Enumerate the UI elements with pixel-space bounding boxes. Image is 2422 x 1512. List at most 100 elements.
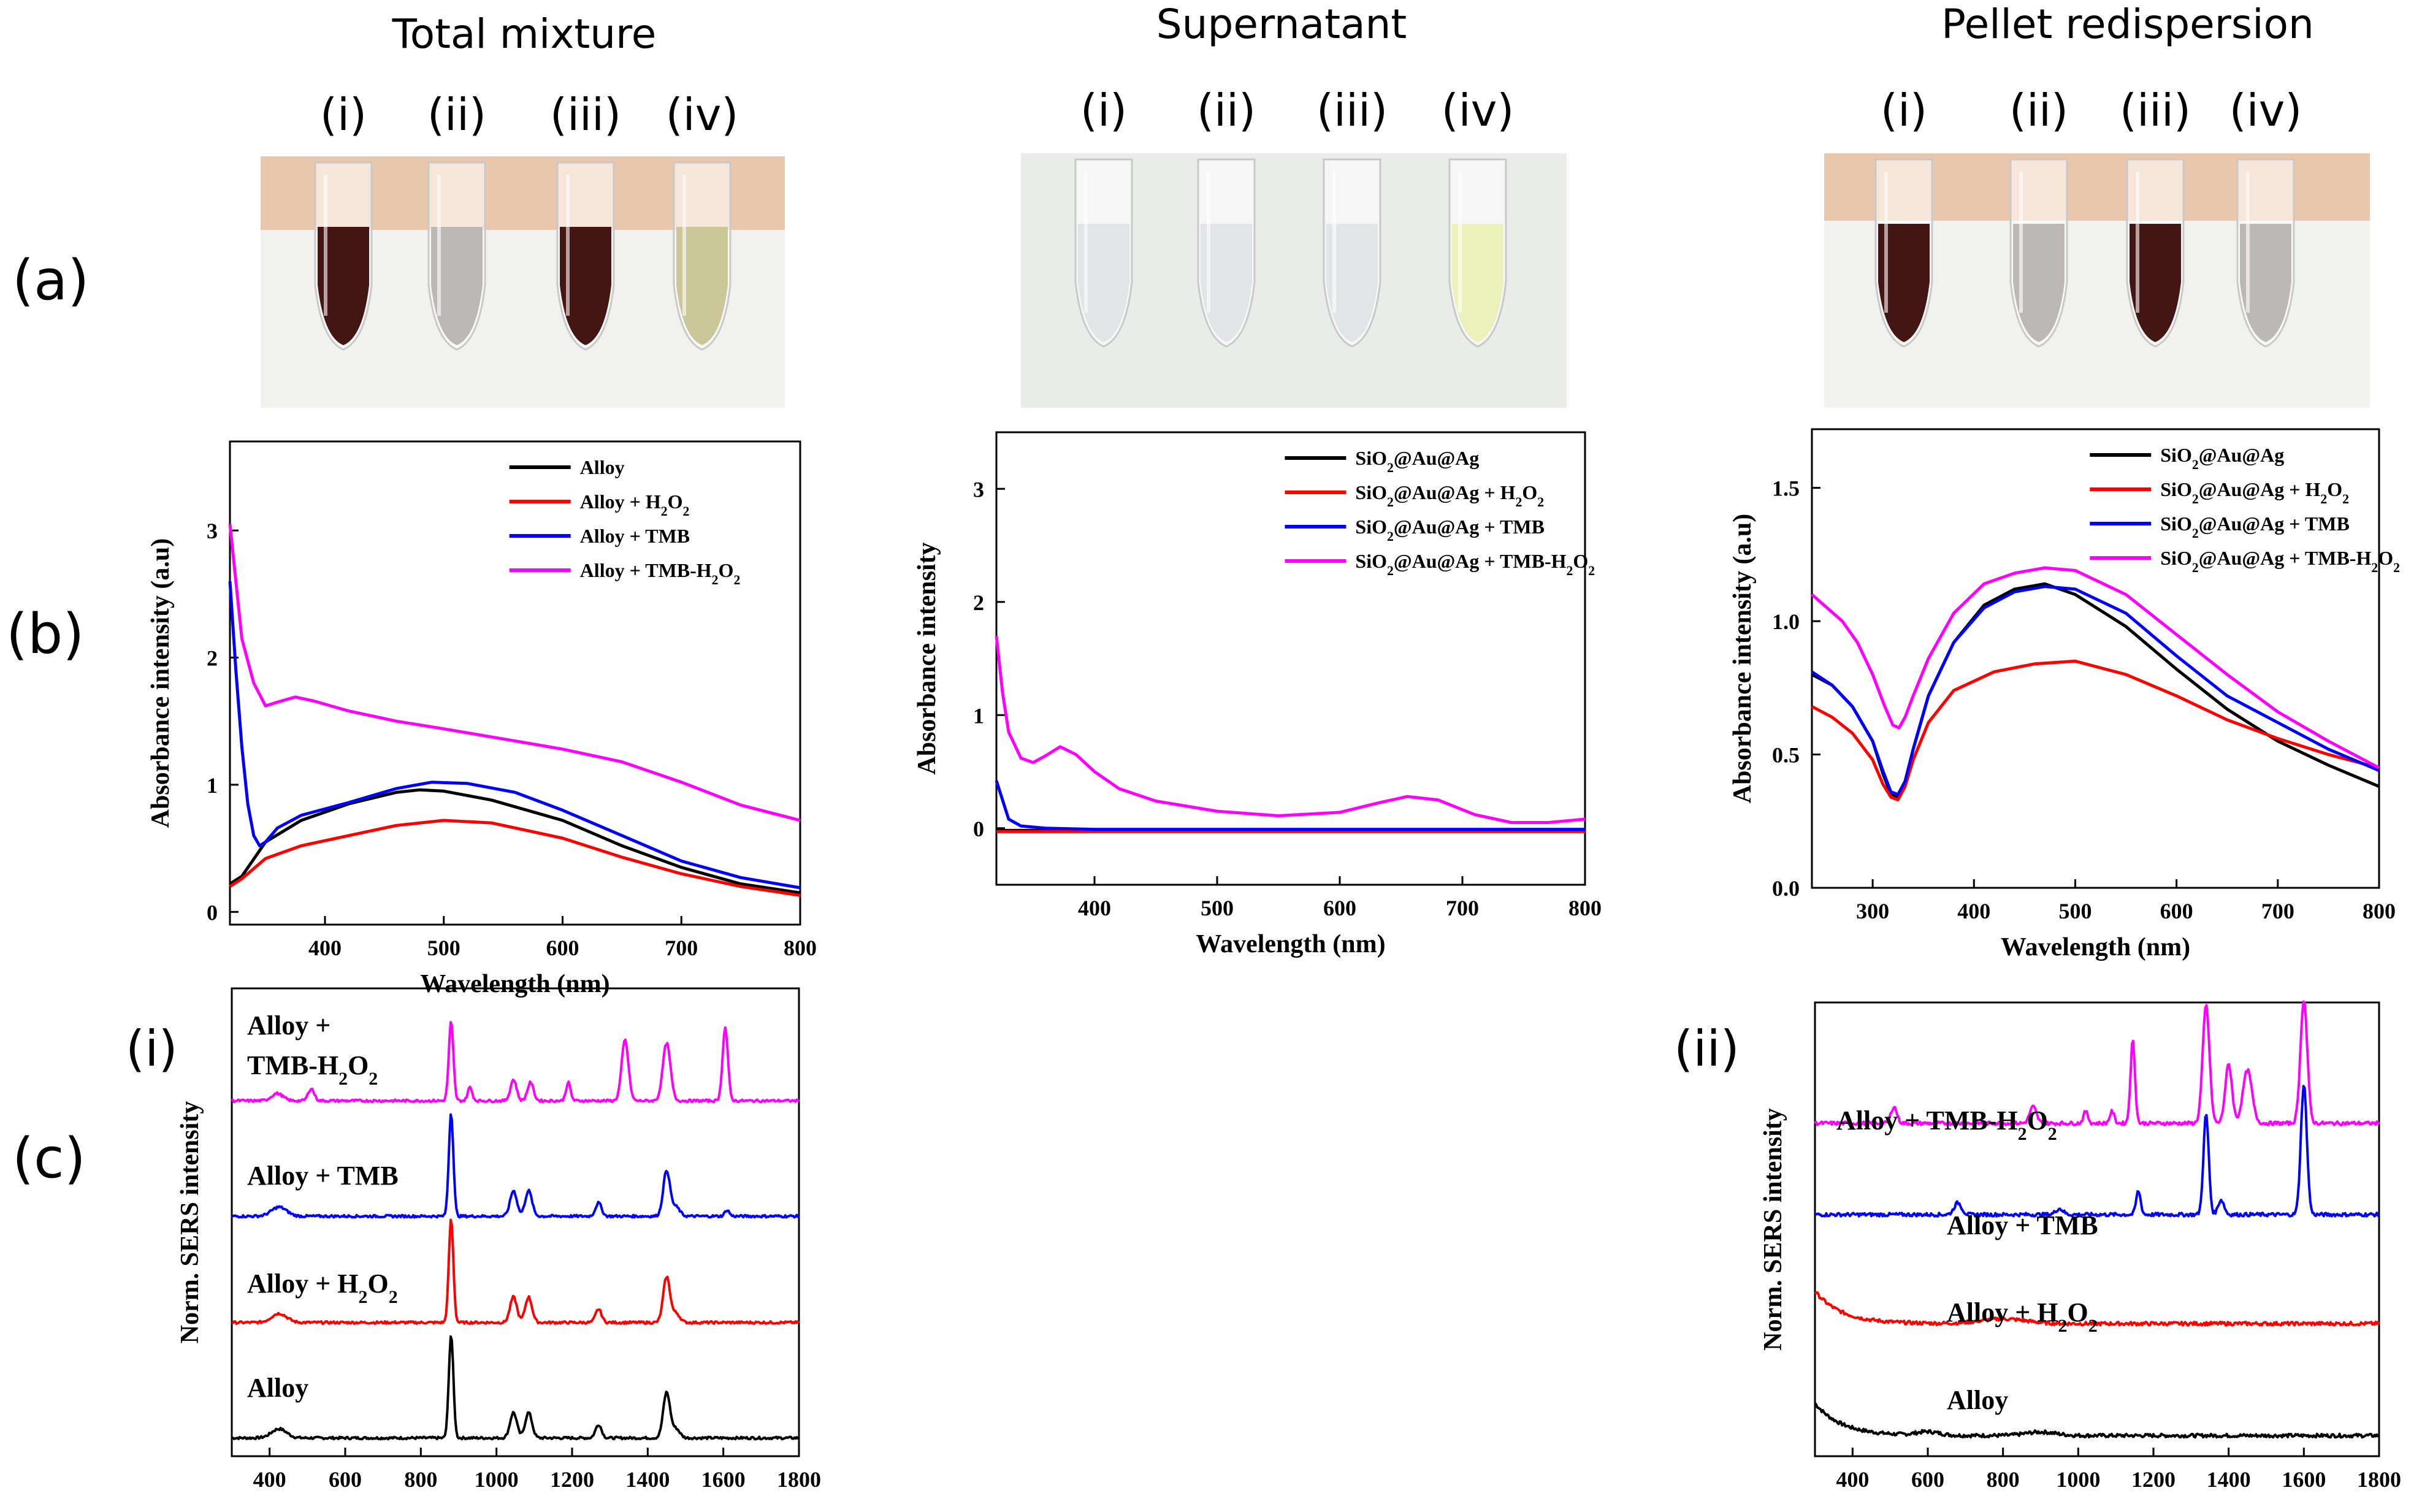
tube	[1874, 158, 1933, 348]
tube-liquid	[676, 227, 728, 345]
x-axis-label: Wavelength (nm)	[1196, 930, 1385, 958]
photo-total-mixture	[261, 156, 785, 408]
series-line	[229, 788, 801, 895]
chart-absorbance-total: 400 500 600 700 800 0 1 2 3 Wavelength (nm) Absorb…	[147, 440, 817, 998]
spectrum-label: Alloy	[1947, 1385, 2008, 1415]
tube-highlight	[2019, 172, 2023, 313]
tube-label: (ii)	[427, 89, 486, 140]
x-tick-label: 600	[2160, 899, 2193, 923]
spectrum-line	[231, 1021, 800, 1104]
tube-labels-supernatant: (i) (ii) (iii) (iv)	[1080, 85, 1514, 136]
x-tick-label: 400	[308, 936, 342, 960]
x-tick-label: 1200	[550, 1467, 594, 1492]
legend-label: SiO2@Au@Ag	[1355, 447, 1479, 475]
spectrum-label: Alloy + TMB	[247, 1161, 399, 1191]
tube-highlight	[1332, 172, 1336, 313]
tube-liquid	[1201, 224, 1252, 342]
tube-label: (iii)	[2120, 85, 2191, 136]
photo-pellet-redispersion	[1824, 153, 2370, 408]
chart-absorbance-pellet: 300 400 500 600 700 800 0.0 0.5 1.0 1.5 Wavelength…	[1729, 428, 2400, 961]
x-tick-label: 600	[329, 1467, 362, 1492]
tube	[1323, 158, 1381, 348]
x-tick-label: 600	[1323, 896, 1356, 920]
x-tick-label: 500	[2058, 899, 2092, 923]
tube-label: (ii)	[2009, 85, 2068, 136]
chart-sers-total: 400 600 800 1000 1200 1400 1600 1800 Norm. SERS …	[176, 987, 821, 1492]
series-line	[1811, 582, 2380, 799]
sublabel-c-i: (i)	[126, 1020, 178, 1077]
y-tick-label: 2	[207, 646, 218, 671]
y-axis-label: Absorbance intensity (a.u)	[147, 538, 175, 828]
series-line	[995, 780, 1585, 831]
x-tick-label: 800	[1568, 896, 1602, 920]
x-tick-label: 800	[2363, 899, 2396, 923]
tube-label: (iv)	[1442, 85, 1515, 136]
legend-label: Alloy + H2O2	[580, 491, 690, 519]
spectrum-line	[1814, 1291, 2380, 1327]
plot-frame	[1811, 428, 2380, 889]
chart-absorbance-supernatant: 400 500 600 700 800 0 1 2 3 Wavelength (nm) Absorb…	[913, 431, 1602, 958]
legend-label: SiO2@Au@Ag + H2O2	[1355, 481, 1544, 510]
y-tick-label: 3	[973, 477, 984, 502]
x-tick-label: 1000	[2056, 1467, 2100, 1492]
tube-liquid	[2013, 224, 2065, 342]
tube	[556, 161, 615, 351]
tube-label: (i)	[1881, 85, 1927, 136]
tube-highlight	[566, 175, 570, 316]
legend-label: Alloy + TMB-H2O2	[580, 559, 741, 587]
spectrum-label: Alloy + H2O2	[1947, 1297, 2098, 1336]
tube-liquid	[1878, 224, 1930, 342]
y-axis-label: Absorbance intensity	[913, 542, 941, 774]
spectrum-line	[1814, 1085, 2380, 1218]
tube-highlight	[1884, 172, 1888, 313]
tube	[427, 161, 486, 351]
tube-liquid	[1326, 224, 1378, 342]
tube-liquid	[560, 227, 611, 345]
x-tick-label: 1400	[625, 1467, 670, 1492]
x-tick-label: 500	[427, 936, 460, 960]
legend-label: SiO2@Au@Ag + TMB-H2O2	[2160, 547, 2400, 575]
tube-label: (iv)	[2229, 85, 2302, 136]
x-tick-label: 800	[404, 1467, 437, 1492]
tube	[2126, 158, 2185, 348]
series-line	[1811, 566, 2380, 769]
x-tick-label: 1600	[2282, 1467, 2326, 1492]
plot-frame	[1814, 1001, 2380, 1457]
tube-label: (ii)	[1197, 85, 1256, 136]
x-tick-label: 400	[1957, 899, 1990, 923]
legend-label: SiO2@Au@Ag + TMB	[1355, 516, 1545, 544]
tube-label: (iii)	[550, 89, 621, 140]
legend-label: SiO2@Au@Ag	[2160, 444, 2284, 472]
spectrum-line	[231, 1113, 800, 1219]
tube-liquid	[1452, 224, 1503, 342]
x-tick-label: 800	[1987, 1467, 2020, 1492]
x-tick-label: 500	[1201, 896, 1234, 920]
series-line	[995, 635, 1586, 824]
tube	[1448, 158, 1507, 348]
x-tick-label: 400	[253, 1467, 286, 1492]
tube	[1074, 158, 1133, 348]
y-tick-label: 2	[973, 590, 984, 615]
spectrum-label: Alloy	[247, 1373, 308, 1403]
tube-highlight	[1207, 172, 1210, 313]
y-tick-label: 0	[973, 817, 984, 841]
series-line	[1811, 659, 2380, 801]
x-tick-label: 1800	[2357, 1467, 2401, 1492]
plot-frame	[995, 431, 1586, 886]
row-label-a: (a)	[12, 248, 89, 313]
tube-highlight	[437, 175, 441, 316]
y-axis-label: Norm. SERS intensity	[1759, 1108, 1787, 1351]
spectrum-label: Alloy + TMB	[1947, 1210, 2098, 1240]
photo-supernatant	[1021, 153, 1567, 408]
x-tick-label: 400	[1078, 896, 1111, 920]
spectrum-label: Alloy + H2O2	[247, 1269, 398, 1307]
tube-liquid	[318, 227, 369, 345]
sublabel-c-ii: (ii)	[1674, 1020, 1740, 1077]
tube-highlight	[682, 175, 686, 316]
x-tick-label: 1200	[2131, 1467, 2176, 1492]
spectrum-label: Alloy +	[247, 1010, 330, 1040]
tube-label: (i)	[320, 89, 367, 140]
tube-liquid	[2240, 224, 2291, 342]
legend-label: SiO2@Au@Ag + TMB-H2O2	[1355, 550, 1595, 578]
